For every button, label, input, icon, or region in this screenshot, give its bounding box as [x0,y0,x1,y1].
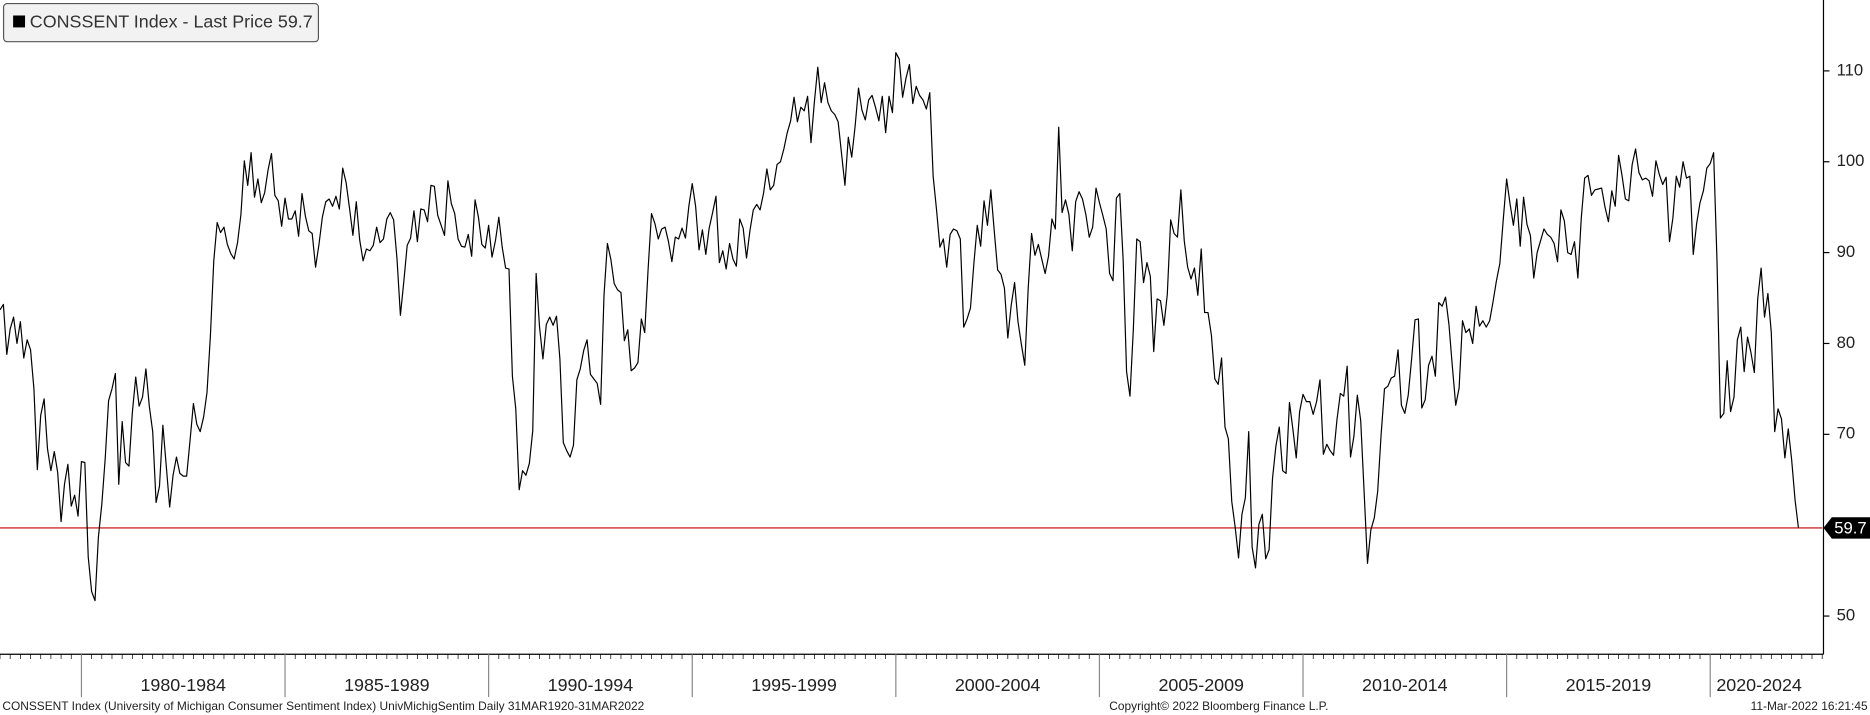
x-tick-label: 1985-1989 [344,675,430,695]
footer-right: 11-Mar-2022 16:21:45 [1751,699,1868,713]
x-tick-label: 1995-1999 [751,675,837,695]
x-tick-label: 2000-2004 [955,675,1041,695]
last-price-tag [1823,517,1870,539]
x-tick-label: 1980-1984 [140,675,226,695]
y-tick-label: 110 [1837,60,1864,79]
y-tick-label: 100 [1837,151,1865,170]
last-price-label: 59.7 [1834,519,1866,538]
footer-center: Copyright© 2022 Bloomberg Finance L.P. [1109,699,1328,713]
x-tick-label: 2010-2014 [1362,675,1448,695]
y-tick-label: 90 [1837,242,1856,261]
x-tick-label: 2015-2019 [1566,675,1652,695]
legend-box [2,2,320,43]
x-tick-label: 2020-2024 [1716,675,1802,695]
y-tick-label: 80 [1837,333,1856,352]
x-tick-label: 1990-1994 [548,675,634,695]
legend-swatch [13,15,26,28]
series-line [0,52,1800,602]
footer-left: CONSSENT Index (University of Michigan C… [2,699,644,713]
x-tick-label: 2005-2009 [1158,675,1244,695]
y-tick-label: 50 [1837,605,1856,624]
legend-text: CONSSENT Index - Last Price 59.7 [30,11,313,31]
legend: CONSSENT Index - Last Price 59.7 [2,2,320,43]
y-tick-label: 70 [1837,424,1856,443]
